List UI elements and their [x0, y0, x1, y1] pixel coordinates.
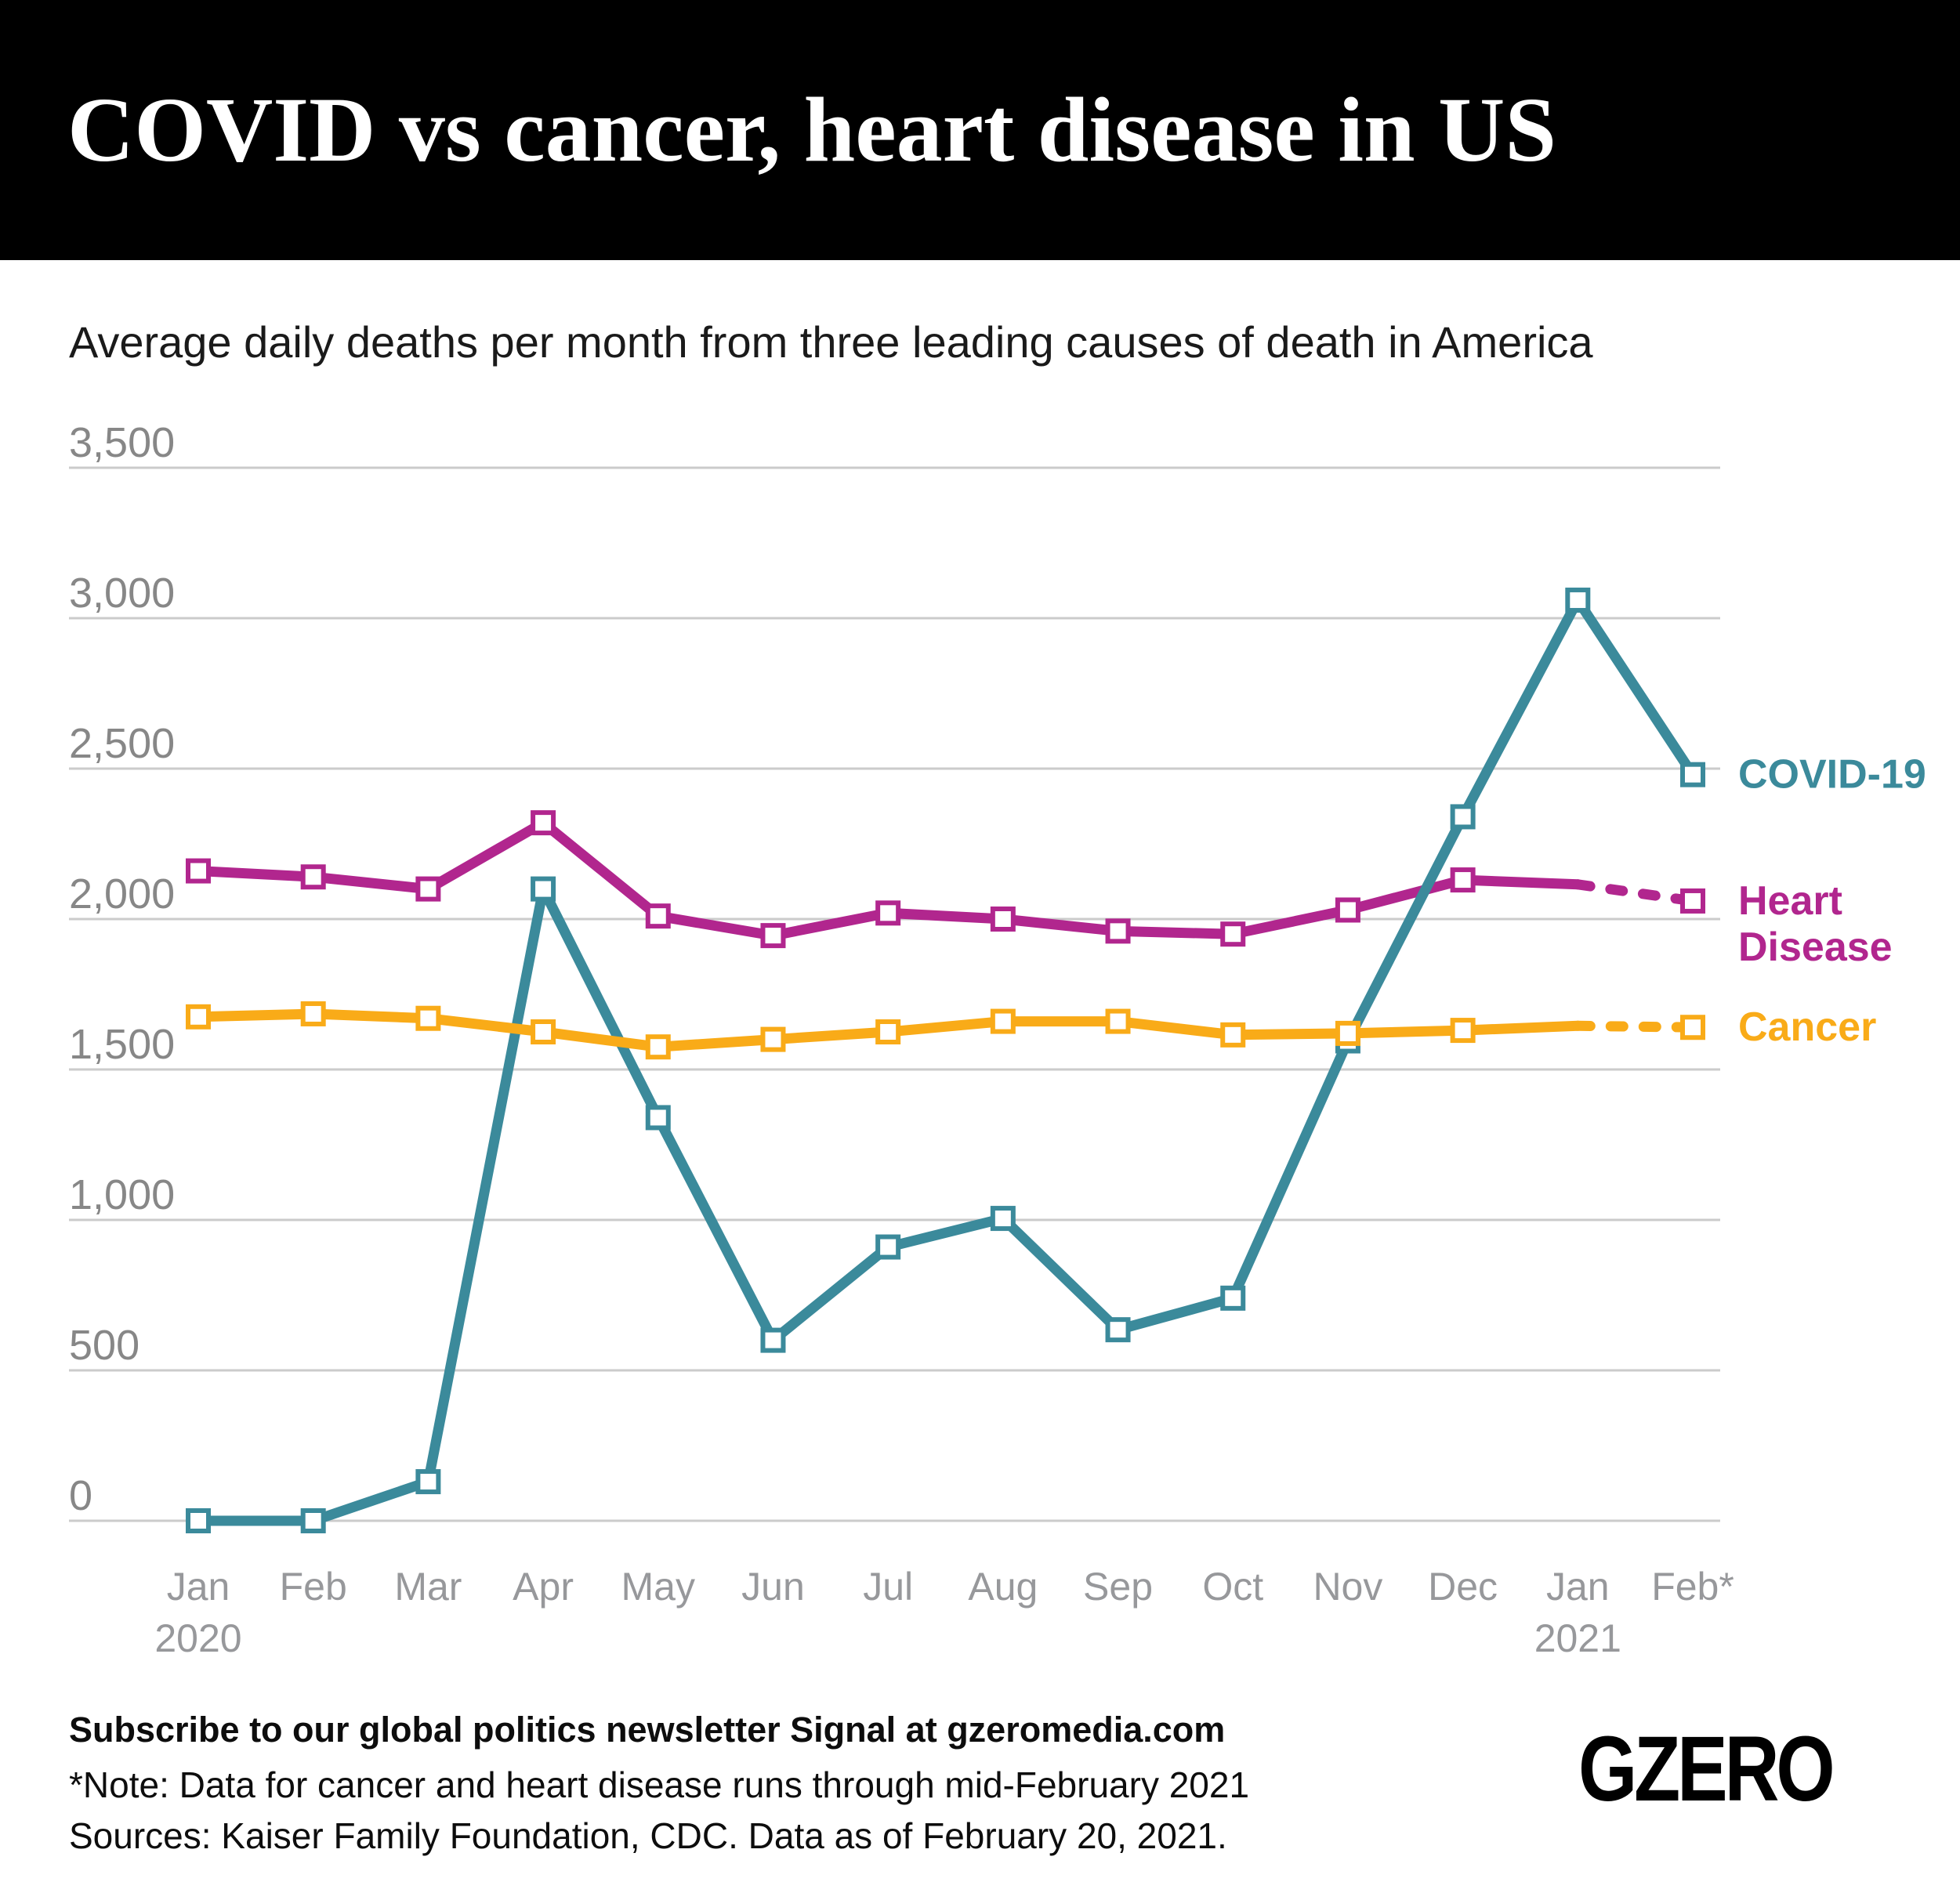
x-tick-label-sep-8: Sep [1083, 1565, 1153, 1609]
marker-cancer-7 [990, 1008, 1016, 1034]
marker-covid-19-2 [415, 1469, 441, 1495]
marker-cancer-2 [415, 1005, 441, 1031]
marker-cancer-8 [1105, 1008, 1131, 1034]
page-title: COVID vs cancer, heart disease in US [67, 78, 1556, 181]
series-covid-19 [186, 587, 1705, 1533]
marker-covid-19-9 [1220, 1285, 1246, 1311]
line-solid-covid-19 [193, 595, 1698, 1526]
y-tick-label-3500: 3,500 [69, 419, 175, 466]
marker-covid-19-4 [645, 1105, 671, 1131]
marker-cancer-4 [645, 1034, 671, 1060]
marker-covid-19-8 [1105, 1317, 1131, 1343]
marker-heart-disease-0 [186, 858, 211, 884]
footer-sources-text: Sources: Kaiser Family Foundation, CDC. … [69, 1815, 1227, 1856]
x-tick-label-aug-7: Aug [968, 1565, 1038, 1609]
x-tick-label-nov-10: Nov [1313, 1565, 1382, 1609]
x-tick-label-jun-5: Jun [741, 1565, 805, 1609]
marker-heart-disease-13 [1680, 888, 1705, 914]
x-tick-label-jan-12: Jan [1546, 1565, 1610, 1609]
marker-covid-19-7 [990, 1206, 1016, 1232]
line-dashed-heart-disease [1572, 879, 1698, 907]
y-tick-label-2500: 2,500 [69, 720, 175, 767]
title-bar: COVID vs cancer, heart disease in US [0, 0, 1960, 260]
marker-heart-disease-7 [990, 907, 1016, 932]
x-tick-label-oct-9: Oct [1202, 1565, 1263, 1609]
marker-cancer-11 [1450, 1018, 1476, 1044]
line-dashed-cancer [1572, 1020, 1698, 1033]
marker-heart-disease-8 [1105, 918, 1131, 944]
marker-covid-19-0 [186, 1508, 211, 1533]
marker-heart-disease-6 [875, 900, 901, 926]
marker-heart-disease-10 [1335, 897, 1360, 923]
legend-label-heart-disease: Heart [1738, 878, 1842, 924]
x-tick-label-feb--13: Feb* [1651, 1565, 1734, 1609]
x-tick-label-apr-3: Apr [513, 1565, 574, 1609]
marker-covid-19-1 [300, 1508, 326, 1533]
chart-subtitle: Average daily deaths per month from thre… [69, 317, 1593, 367]
x-tick-label-feb-1: Feb [280, 1565, 347, 1609]
footer-note-text: *Note: Data for cancer and heart disease… [69, 1764, 1250, 1805]
legend-label-heart-disease-1: Disease [1738, 925, 1893, 970]
footer-subscribe-text: Subscribe to our global politics newslet… [69, 1710, 1226, 1750]
marker-heart-disease-2 [415, 876, 441, 902]
x-tick-label-may-4: May [621, 1565, 695, 1609]
marker-cancer-9 [1220, 1022, 1246, 1048]
marker-heart-disease-11 [1450, 867, 1476, 893]
y-tick-label-500: 500 [69, 1322, 139, 1369]
marker-cancer-3 [531, 1019, 556, 1044]
legend-label-cancer: Cancer [1738, 1004, 1876, 1050]
x-tick-label-jul-6: Jul [863, 1565, 913, 1609]
marker-covid-19-5 [760, 1327, 786, 1353]
x-tick-label-jan-0: Jan [167, 1565, 230, 1609]
marker-covid-19-6 [875, 1234, 901, 1260]
x-tick-label-dec-11: Dec [1428, 1565, 1498, 1609]
marker-heart-disease-1 [300, 864, 326, 890]
marker-cancer-0 [186, 1004, 211, 1030]
marker-covid-19-12 [1565, 587, 1591, 613]
x-year-label-2020: 2020 [154, 1616, 241, 1660]
marker-covid-19-3 [531, 876, 556, 902]
marker-covid-19-11 [1450, 804, 1476, 830]
y-tick-label-0: 0 [69, 1472, 92, 1519]
y-tick-label-1500: 1,500 [69, 1021, 175, 1068]
marker-cancer-5 [760, 1026, 786, 1052]
marker-heart-disease-3 [531, 810, 556, 836]
marker-covid-19-13 [1680, 762, 1705, 787]
legend-label-covid-19: COVID-19 [1738, 752, 1926, 798]
series-heart-disease [186, 810, 1705, 949]
y-tick-label-1000: 1,000 [69, 1171, 175, 1218]
marker-heart-disease-9 [1220, 921, 1246, 947]
gzero-logo: GZERO [1578, 1717, 1835, 1821]
x-tick-label-mar-2: Mar [394, 1565, 462, 1609]
marker-cancer-1 [300, 1001, 326, 1026]
marker-heart-disease-4 [645, 903, 671, 929]
marker-cancer-13 [1680, 1015, 1705, 1040]
x-year-label-2021: 2021 [1534, 1616, 1621, 1660]
marker-heart-disease-5 [760, 923, 786, 949]
marker-cancer-6 [875, 1019, 901, 1044]
marker-cancer-10 [1335, 1020, 1360, 1046]
y-tick-label-3000: 3,000 [69, 570, 175, 617]
y-tick-label-2000: 2,000 [69, 870, 175, 917]
series-cancer [186, 1001, 1705, 1060]
